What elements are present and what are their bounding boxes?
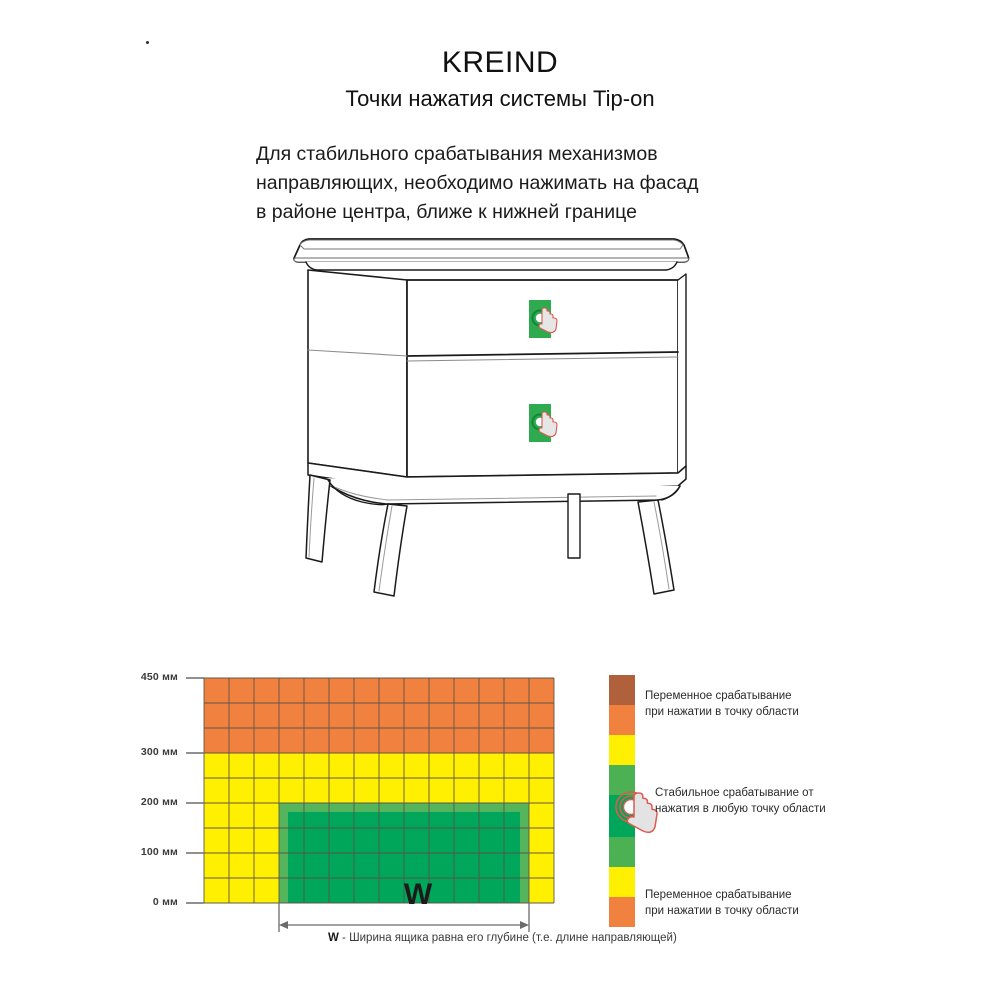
- intro-paragraph: Для стабильного срабатывания механизмов …: [256, 140, 776, 227]
- legend-seg-yellow-top: [609, 735, 635, 765]
- legend-text-top-line2: при нажатии в точку области: [645, 706, 799, 718]
- zone-grid-chart: 450 мм 300 мм 200 мм 100 мм 0 мм W W - Ш…: [141, 660, 677, 960]
- legend-seg-green-dark: [609, 795, 635, 837]
- width-caption: W - Ширина ящика равна его глубине (т.е.…: [328, 932, 677, 944]
- axis-tick-0: 0 мм: [152, 896, 178, 908]
- nightstand-svg: [293, 238, 690, 597]
- zone-diagram: 450 мм 300 мм 200 мм 100 мм 0 мм W W - Ш…: [0, 660, 1000, 990]
- legend-text-top: Переменное срабатывание при нажатии в то…: [645, 688, 799, 720]
- legend-text-bot-line1: Переменное срабатывание: [645, 889, 792, 901]
- dimension-arrow-left: [279, 921, 288, 929]
- legend-text-mid-line2: нажатия в любую точку области: [655, 803, 826, 815]
- nightstand-illustration: [276, 228, 706, 608]
- legend-seg-green-light2: [609, 837, 635, 867]
- legend-text-mid-line1: Стабильное срабатывание от: [655, 787, 814, 799]
- width-caption-symbol: W: [328, 932, 339, 944]
- legend-text-bot-line2: при нажатии в точку области: [645, 905, 799, 917]
- page-speck-artifact: [146, 41, 149, 44]
- brand-title: KREIND: [441, 46, 559, 79]
- legend-seg-orange-bot: [609, 897, 635, 927]
- intro-line-1: Для стабильного срабатывания механизмов: [256, 143, 658, 165]
- legend-text-bot: Переменное срабатывание при нажатии в то…: [645, 887, 799, 919]
- press-point-marker-lower: [529, 404, 558, 442]
- dimension-arrow-right: [520, 921, 529, 929]
- press-point-marker-upper: [529, 300, 558, 338]
- intro-line-2: направляющих, необходимо нажимать на фас…: [256, 172, 699, 194]
- legend-seg-orange-top: [609, 705, 635, 735]
- axis-tick-100: 100 мм: [140, 846, 178, 858]
- legend-text-top-line1: Переменное срабатывание: [645, 690, 792, 702]
- legend-seg-green-light: [609, 765, 635, 795]
- legend-seg-yellow-bot: [609, 867, 635, 897]
- legend-seg-brown-top: [609, 675, 635, 705]
- zone-grid-svg: [186, 677, 555, 932]
- axis-tick-450: 450 мм: [140, 671, 178, 683]
- axis-tick-200: 200 мм: [140, 796, 178, 808]
- width-dimension-label: W: [403, 878, 433, 911]
- legend-text-mid: Стабильное срабатывание от нажатия в люб…: [655, 785, 826, 817]
- page-header: KREIND Точки нажатия системы Tip-on: [0, 44, 1000, 114]
- width-caption-text: - Ширина ящика равна его глубине (т.е. д…: [338, 932, 677, 944]
- page-subtitle: Точки нажатия системы Tip-on: [345, 86, 655, 111]
- zone-legend: Переменное срабатывание при нажатии в то…: [609, 675, 939, 935]
- legend-color-bar: [609, 675, 635, 927]
- axis-tick-300: 300 мм: [140, 746, 178, 758]
- intro-line-3: в районе центра, ближе к нижней границе: [256, 201, 637, 223]
